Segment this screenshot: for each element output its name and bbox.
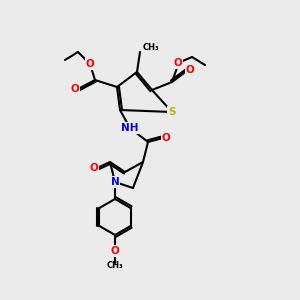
Text: N: N [111, 177, 119, 187]
Text: CH₃: CH₃ [107, 260, 123, 269]
Text: O: O [174, 58, 182, 68]
Text: O: O [162, 133, 170, 143]
Text: O: O [85, 59, 94, 69]
Text: O: O [70, 84, 80, 94]
Text: O: O [186, 65, 194, 75]
Text: O: O [90, 163, 98, 173]
Text: O: O [111, 246, 119, 256]
Text: S: S [168, 107, 176, 117]
Text: NH: NH [121, 123, 139, 133]
Text: CH₃: CH₃ [143, 44, 160, 52]
